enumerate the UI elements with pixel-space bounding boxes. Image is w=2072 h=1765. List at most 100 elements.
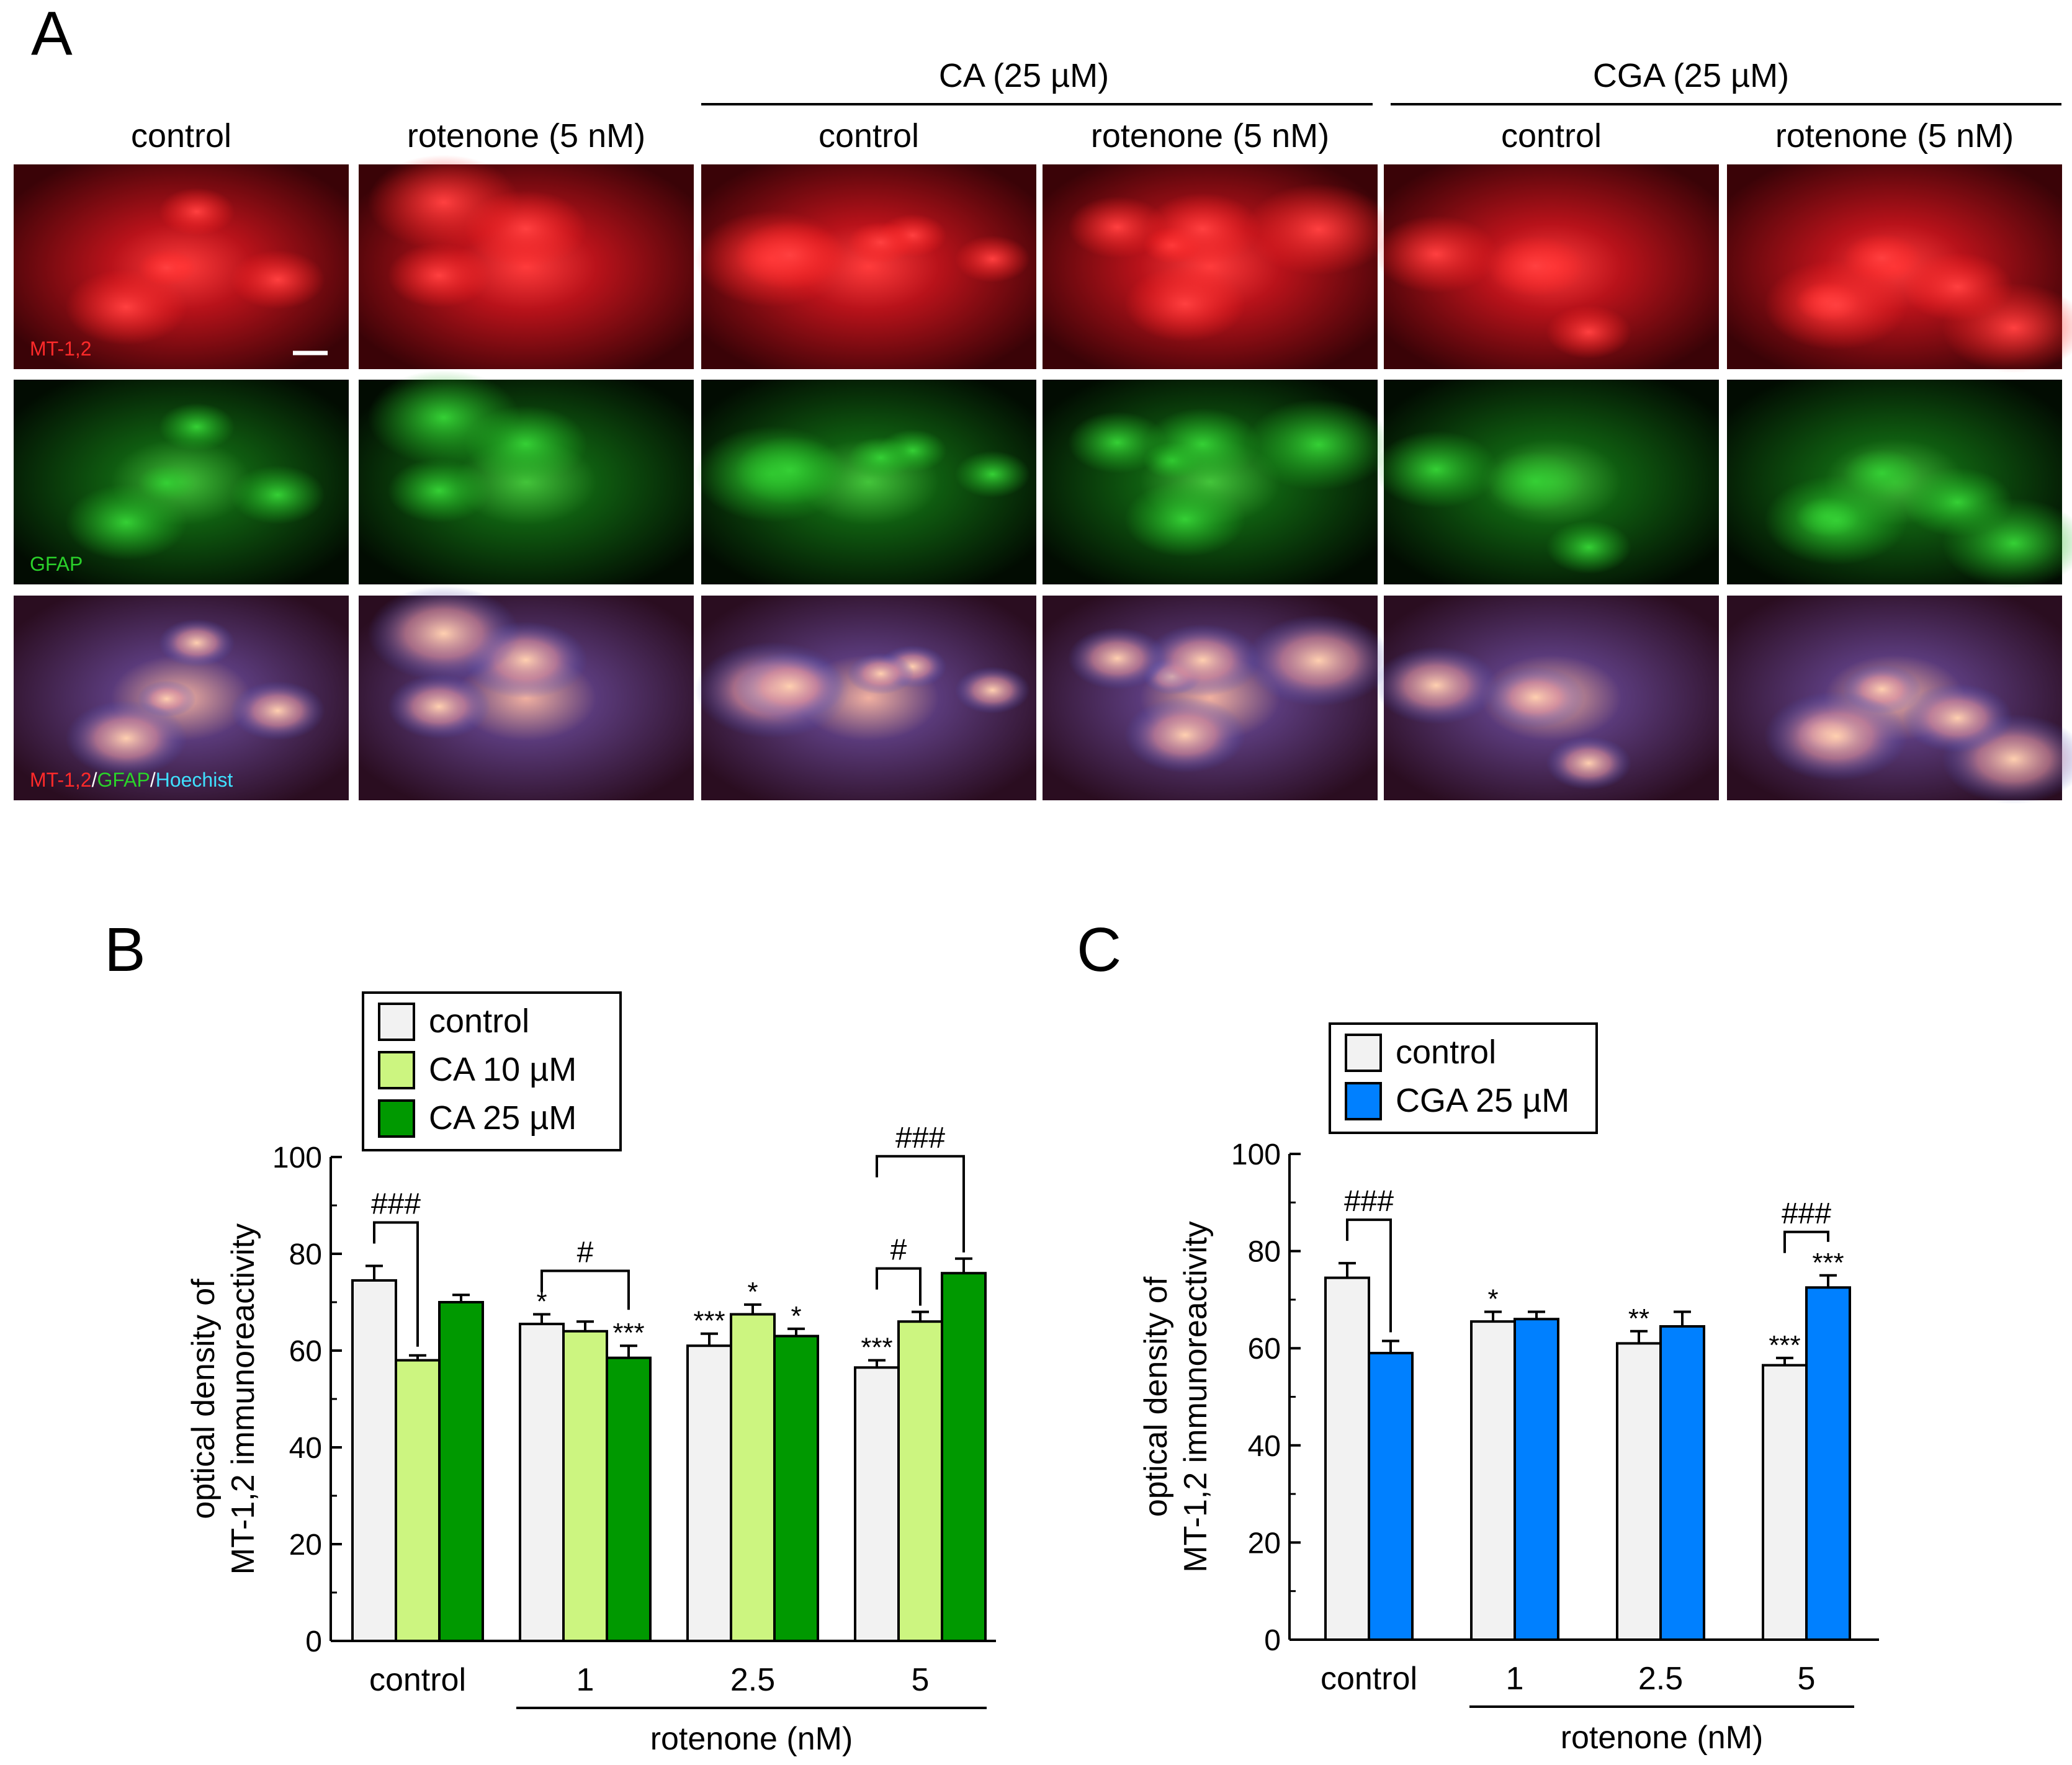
cell-cluster: [1764, 475, 1908, 565]
column-label: control: [131, 117, 231, 154]
mt-image: [1374, 164, 1719, 369]
x-category-label: 1: [1506, 1661, 1524, 1697]
cell-cluster: [1902, 467, 2013, 537]
merge-image: [695, 596, 1036, 800]
cell-cluster: [367, 370, 520, 465]
cell-cluster: [1902, 683, 2013, 753]
panel-b-letter: B: [104, 915, 146, 985]
cell-cluster: [65, 700, 187, 777]
bar: [519, 1323, 565, 1643]
legend-swatch: [1345, 1082, 1382, 1120]
legend-entry: control: [1396, 1034, 1496, 1071]
y-tick-label: 100: [1231, 1138, 1281, 1171]
merge-image: [1727, 596, 2072, 804]
cell-cluster: [387, 674, 491, 739]
cell-cluster: [1764, 260, 1908, 350]
bar: [1324, 1276, 1370, 1642]
significance-bracket: [1783, 1230, 1829, 1253]
cell-cluster: [1487, 666, 1585, 728]
significance-hash: #: [577, 1236, 594, 1269]
cell-cluster: [158, 403, 235, 451]
merge-label-part: /: [92, 769, 97, 791]
legend: control CGA 25 µM: [1329, 1022, 1598, 1134]
legend-swatch: [1345, 1034, 1382, 1072]
bar: [1762, 1364, 1808, 1641]
merge-label-part: /: [150, 769, 156, 791]
cell-cluster: [65, 484, 187, 561]
cell-cluster: [954, 450, 1030, 498]
bar: [606, 1356, 652, 1642]
cell-cluster: [1374, 431, 1499, 509]
y-tick-label: 100: [272, 1142, 322, 1174]
cell-cluster: [734, 436, 845, 505]
gfap-image: [695, 380, 1036, 584]
cell-cluster: [1374, 215, 1499, 293]
merge-label-part: GFAP: [97, 769, 150, 791]
cell-cluster: [954, 235, 1030, 283]
legend-entry: CA 10 µM: [429, 1051, 576, 1088]
column-label: control: [1501, 117, 1602, 154]
significance-bracket: [373, 1221, 419, 1347]
y-tick-label: 20: [1248, 1527, 1281, 1560]
cell-cluster: [387, 243, 491, 308]
merge-image: [1043, 596, 1392, 800]
significance-stars: *: [747, 1277, 758, 1307]
y-axis-label: optical density of MT-1,2 immunoreactivit…: [186, 1223, 261, 1575]
row-label-gfap: GFAP: [30, 553, 83, 575]
x-category-label: 5: [912, 1662, 930, 1698]
y-tick-label: 40: [289, 1432, 322, 1465]
x-category-label: control: [1321, 1661, 1417, 1697]
cell-cluster: [1144, 192, 1261, 266]
cell-cluster: [1487, 235, 1585, 297]
cell-cluster: [1245, 615, 1392, 707]
merge-image: [359, 586, 694, 800]
cell-cluster: [1124, 697, 1246, 773]
cell-cluster: [65, 269, 187, 346]
x-category-label: 2.5: [1638, 1661, 1683, 1697]
cell-cluster: [1487, 450, 1585, 512]
bar: [773, 1334, 819, 1643]
cell-cluster: [230, 681, 325, 741]
significance-bracket: [876, 1267, 922, 1306]
cell-cluster: [1124, 266, 1246, 342]
x-category-label: 2.5: [730, 1662, 775, 1698]
bar: [1616, 1342, 1662, 1642]
significance-stars: **: [1628, 1303, 1649, 1334]
bar: [1368, 1352, 1414, 1642]
cell-cluster: [847, 437, 914, 479]
group-header-cga: CGA (25 µM): [1593, 57, 1789, 94]
cell-cluster: [1245, 184, 1392, 275]
significance-hash: #: [890, 1234, 907, 1267]
y-tick-label: 60: [289, 1335, 322, 1368]
bar: [686, 1344, 732, 1642]
cell-cluster: [1144, 623, 1261, 697]
cell-cluster: [158, 619, 235, 667]
cell-cluster: [1374, 646, 1499, 725]
significance-bracket: [540, 1269, 630, 1310]
legend: control CA 10 µM CA 25 µM: [362, 991, 622, 1151]
row-label-mt: MT-1,2: [30, 337, 92, 360]
cell-cluster: [1067, 627, 1167, 689]
significance-stars: *: [536, 1287, 547, 1317]
significance-stars: *: [791, 1301, 801, 1331]
gfap-image: [1374, 380, 1719, 584]
bar: [438, 1301, 484, 1642]
merge-label-part: MT-1,2: [30, 769, 92, 791]
mt-image: [359, 154, 694, 369]
mt-image: [695, 164, 1036, 369]
bar: [395, 1359, 441, 1643]
bar: [897, 1320, 943, 1642]
y-tick-label: 40: [1248, 1430, 1281, 1463]
significance-hash: ###: [895, 1122, 945, 1155]
y-tick-label: 60: [1248, 1333, 1281, 1365]
significance-bracket: [876, 1155, 965, 1253]
merge-image: [1374, 596, 1719, 800]
cell-cluster: [1067, 411, 1167, 473]
bar: [730, 1313, 776, 1642]
significance-stars: *: [1487, 1284, 1498, 1314]
significance-stars: ***: [861, 1333, 892, 1363]
group-header-ca: CA (25 µM): [939, 57, 1109, 94]
y-tick-label: 20: [289, 1529, 322, 1562]
column-label: rotenone (5 nM): [1775, 117, 2014, 154]
